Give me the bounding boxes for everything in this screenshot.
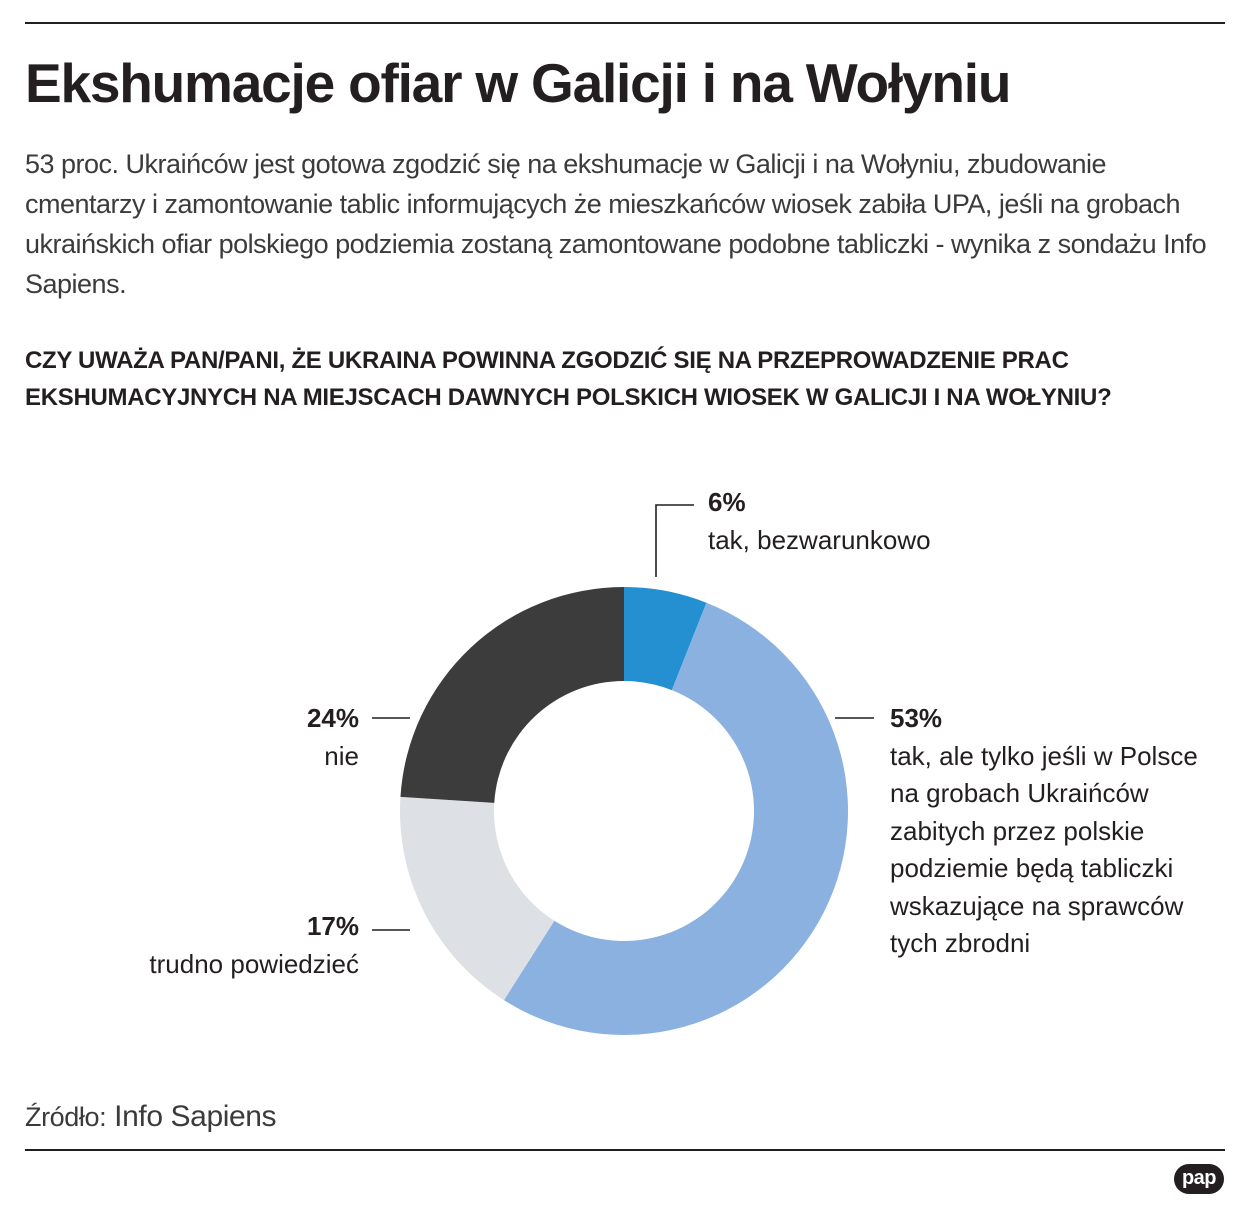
slice-category-line: tak, ale tylko jeśli w Polsce: [890, 740, 1198, 771]
source-note: Źródło: Info Sapiens: [25, 1100, 277, 1134]
slice-value-label: 24%: [306, 703, 359, 733]
donut-slices: [400, 587, 848, 1035]
slice-category-line: tych zbrodni: [890, 928, 1031, 958]
slice-label-tak-bezwarunkowo: 6% tak, bezwarunkowo: [708, 484, 931, 559]
slice-category-line: podziemie będą tabliczki: [890, 853, 1174, 883]
slice-category-label: nie: [324, 740, 359, 771]
slice-label-nie: 24% nie: [307, 700, 359, 775]
survey-question: CZY UWAŻA PAN/PANI, ŻE UKRAINA POWINNA Z…: [25, 347, 1112, 411]
slice-category-line: zabitych przez polskie: [890, 815, 1145, 846]
intro-text: 53 proc. Ukraińców jest gotowa zgodzić s…: [25, 149, 1207, 299]
slice-value-label: 17%: [306, 911, 359, 941]
leader-line-0: [655, 504, 694, 577]
source-name: Info Sapiens: [114, 1100, 277, 1133]
pap-logo: pap: [1174, 1164, 1224, 1194]
bottom-rule: [25, 1149, 1225, 1151]
donut-slice-0: [624, 587, 707, 691]
slice-label-tak-warunkowo: 53% tak, ale tylko jeśli w Polsce na gro…: [890, 700, 1198, 963]
source-label: Źródło:: [25, 1102, 107, 1132]
donut-slice-1: [503, 602, 848, 1035]
donut-slice-2: [400, 796, 555, 1001]
slice-category-label: tak, bezwarunkowo: [708, 524, 931, 555]
donut-slice-3: [400, 587, 624, 803]
leader-lines: [372, 504, 874, 931]
top-rule: [25, 22, 1225, 24]
slice-label-trudno-powiedziec: 17% trudno powiedzieć: [149, 908, 359, 983]
slice-category-label: trudno powiedzieć: [149, 948, 359, 979]
slice-value-label: 53%: [890, 703, 943, 733]
page-title: Ekshumacje ofiar w Galicji i na Wołyniu: [25, 52, 1011, 114]
slice-category-line: wskazujące na sprawców: [890, 890, 1184, 921]
slice-value-label: 6%: [708, 487, 746, 517]
slice-category-line: na grobach Ukraińców: [890, 778, 1149, 808]
